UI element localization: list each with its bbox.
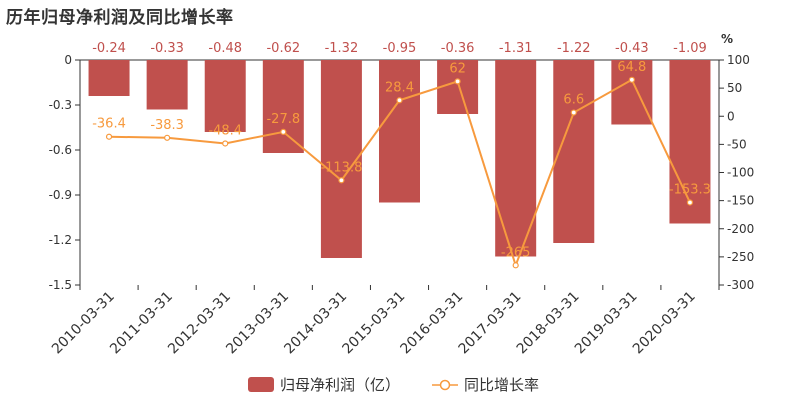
bar xyxy=(146,60,188,110)
right-tick-label: -250 xyxy=(727,250,754,264)
right-tick-label: 50 xyxy=(727,81,742,95)
bar xyxy=(611,60,653,125)
bar-value-label: -0.48 xyxy=(208,41,242,56)
bar xyxy=(320,60,362,258)
growth-rate-point xyxy=(570,109,577,116)
growth-rate-point xyxy=(105,133,113,140)
bar-value-label: -0.36 xyxy=(441,41,475,56)
growth-rate-value-label: -36.4 xyxy=(92,117,126,132)
bar-value-label: -0.24 xyxy=(92,41,126,56)
right-tick-label: 0 xyxy=(727,109,735,123)
growth-rate-value-label: 28.4 xyxy=(385,80,414,95)
growth-rate-value-label: -38.3 xyxy=(150,118,184,133)
growth-rate-point xyxy=(628,76,635,83)
growth-rate-value-label: -265 xyxy=(501,245,531,260)
bar xyxy=(204,60,246,132)
growth-rate-point xyxy=(164,134,171,141)
growth-rate-point xyxy=(686,199,694,206)
right-tick-label: -200 xyxy=(727,222,754,236)
bar-value-label: -0.95 xyxy=(383,41,417,56)
right-axis-unit: % xyxy=(721,32,733,46)
bar-value-label: -1.31 xyxy=(499,41,533,56)
growth-rate-point xyxy=(512,262,519,269)
growth-rate-value-label: 62 xyxy=(449,61,466,76)
growth-rate-point xyxy=(396,97,403,104)
bar-value-label: -1.32 xyxy=(325,41,359,56)
bar xyxy=(262,60,304,153)
legend-line-swatch xyxy=(432,378,458,392)
right-tick-label: -150 xyxy=(727,194,754,208)
growth-rate-point xyxy=(454,78,461,85)
legend-item-growth-rate[interactable]: 同比增长率 xyxy=(432,374,539,395)
right-tick-label: -300 xyxy=(727,278,754,292)
left-tick-label: -0.6 xyxy=(49,143,72,157)
left-tick-label: -0.3 xyxy=(49,98,72,112)
bar-value-label: -0.62 xyxy=(266,41,300,56)
legend-label-net-profit: 归母净利润（亿） xyxy=(280,376,401,394)
bar-value-label: -1.09 xyxy=(673,41,707,56)
growth-rate-value-label: -153.3 xyxy=(669,182,711,197)
growth-rate-point xyxy=(338,177,345,184)
bar-value-label: -0.43 xyxy=(615,41,649,56)
left-tick-label: -1.2 xyxy=(49,233,72,247)
growth-rate-value-label: 64.8 xyxy=(617,60,646,75)
bar-value-label: -1.22 xyxy=(557,41,591,56)
left-tick-label: -1.5 xyxy=(49,278,72,292)
growth-rate-value-label: -48.4 xyxy=(208,123,242,138)
bar xyxy=(437,60,479,114)
left-tick-label: 0 xyxy=(64,53,72,67)
growth-rate-value-label: 6.6 xyxy=(563,93,584,108)
bars-layer xyxy=(88,60,711,258)
left-tick-label: -0.9 xyxy=(49,188,72,202)
legend-item-net-profit[interactable]: 归母净利润（亿） xyxy=(248,374,400,395)
bar xyxy=(88,60,130,96)
growth-rate-point xyxy=(222,140,229,147)
right-tick-label: -50 xyxy=(727,137,747,151)
growth-rate-value-label: -27.8 xyxy=(266,112,300,127)
bar xyxy=(553,60,595,243)
bar xyxy=(669,60,711,224)
chart-title: 历年归母净利润及同比增长率 xyxy=(6,8,234,28)
x-tick-label: 2020-03-31 xyxy=(630,289,699,358)
legend-bar-swatch xyxy=(248,377,274,392)
right-tick-label: -100 xyxy=(727,166,754,180)
bar-value-label: -0.33 xyxy=(150,41,184,56)
growth-rate-point xyxy=(280,128,287,135)
line-layer xyxy=(105,76,694,269)
legend-label-growth-rate: 同比增长率 xyxy=(464,376,540,394)
bar xyxy=(379,60,420,203)
legend: 归母净利润（亿） 同比增长率 xyxy=(0,374,800,396)
right-tick-label: 100 xyxy=(727,53,750,67)
growth-rate-value-label: -113.8 xyxy=(320,160,362,175)
labels-layer: -0.24 -0.33 -0.48 -0.62 -1.32 -0.95 -0.36 -1.31… xyxy=(92,41,711,260)
